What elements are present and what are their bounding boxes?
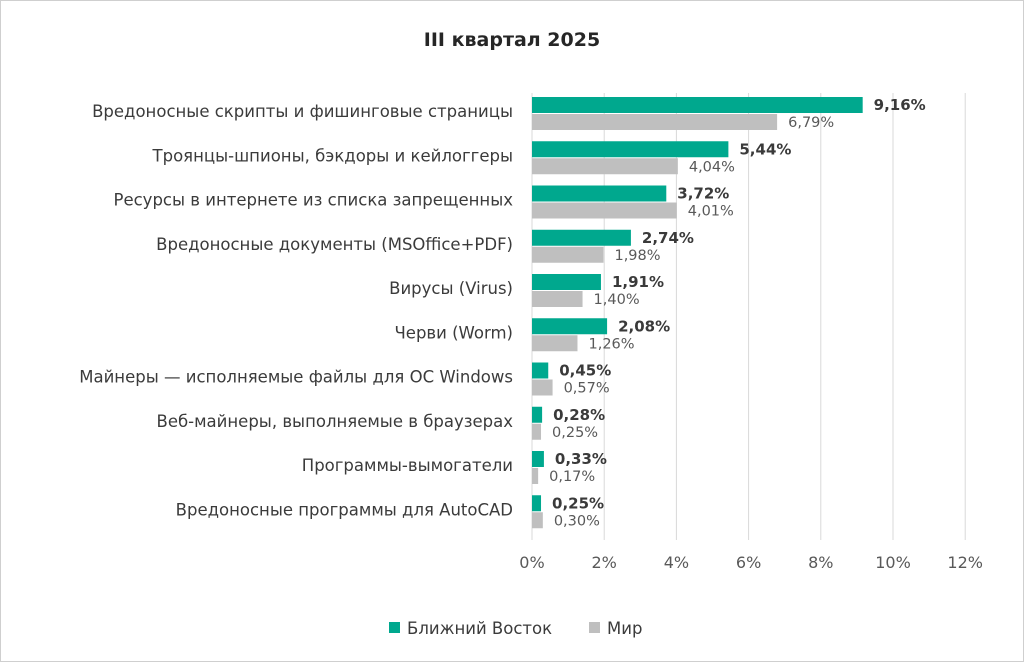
data-label-world: 1,98%	[614, 248, 660, 264]
bar-world	[532, 423, 542, 440]
category-label: Вредоносные документы (MSOffice+PDF)	[156, 235, 513, 254]
data-label-middle-east: 3,72%	[677, 185, 729, 203]
data-label-middle-east: 2,08%	[618, 317, 670, 335]
legend: Ближний Восток Мир	[389, 619, 642, 638]
bar-middle-east	[532, 318, 608, 335]
data-label-world: 1,40%	[594, 292, 640, 308]
legend-label: Мир	[607, 619, 642, 638]
x-tick-label: 10%	[875, 553, 911, 572]
x-tick-label: 2%	[592, 553, 617, 572]
bar-world	[532, 468, 539, 484]
data-label-middle-east: 9,16%	[874, 96, 926, 114]
bar-world	[532, 158, 678, 175]
x-tick-labels: 0% 2% 4% 6% 8% 10% 12%	[519, 553, 983, 572]
data-label-middle-east: 1,91%	[612, 273, 664, 291]
bar-middle-east	[532, 141, 729, 158]
x-tick-label: 4%	[664, 553, 689, 572]
category-label: Майнеры — исполняемые файлы для ОС Windo…	[79, 368, 513, 387]
data-label-middle-east: 0,45%	[559, 362, 611, 380]
category-label: Ресурсы в интернете из списка запрещенны…	[114, 191, 514, 210]
category-label: Веб-майнеры, выполняемые в браузерах	[157, 412, 514, 431]
bar-middle-east	[532, 495, 542, 512]
x-tick-label: 12%	[947, 553, 983, 572]
bar-world	[532, 512, 543, 529]
legend-label: Ближний Восток	[407, 619, 552, 638]
bar-world	[532, 246, 604, 263]
data-label-middle-east: 0,25%	[552, 494, 604, 512]
data-label-world: 4,01%	[688, 204, 734, 220]
data-label-world: 0,30%	[554, 513, 600, 529]
data-label-middle-east: 5,44%	[739, 140, 791, 158]
bar-middle-east	[532, 274, 601, 290]
bar-world	[532, 114, 778, 130]
category-label: Троянцы-шпионы, бэкдоры и кейлоггеры	[152, 146, 513, 165]
data-label-middle-east: 0,33%	[555, 450, 607, 468]
category-label: Черви (Worm)	[394, 323, 513, 342]
bar-world	[532, 379, 553, 396]
category-labels: Вредоносные скрипты и фишинговые страниц…	[79, 102, 513, 519]
chart-title: III квартал 2025	[424, 29, 600, 51]
data-label-middle-east: 0,28%	[553, 406, 605, 424]
bar-middle-east	[532, 451, 544, 467]
x-tick-label: 8%	[808, 553, 833, 572]
bar-world	[532, 291, 583, 307]
category-label: Вредоносные скрипты и фишинговые страниц…	[92, 102, 513, 121]
bar-world	[532, 202, 677, 219]
legend-swatch	[589, 622, 600, 633]
category-label: Программы-вымогатели	[302, 456, 513, 475]
legend-swatch	[389, 622, 400, 633]
bar-middle-east	[532, 229, 631, 246]
data-label-middle-east: 2,74%	[642, 229, 694, 247]
data-label-world: 4,04%	[689, 159, 735, 175]
data-label-world: 0,25%	[552, 425, 598, 441]
bars: 9,16% 6,79% 5,44%4,04% 3,72%4,01% 2,74%1,98%…	[532, 96, 926, 529]
x-tick-label: 6%	[736, 553, 761, 572]
bar-middle-east	[532, 185, 667, 202]
data-label-world: 6,79%	[788, 115, 834, 131]
bar-middle-east	[532, 406, 543, 423]
data-label-world: 0,57%	[564, 381, 610, 397]
category-label: Вредоносные программы для AutoCAD	[176, 500, 513, 519]
data-label-world: 0,17%	[549, 469, 595, 485]
x-tick-label: 0%	[519, 553, 544, 572]
data-label-world: 1,26%	[588, 336, 634, 352]
bar-world	[532, 335, 578, 352]
bar-middle-east	[532, 97, 863, 113]
category-label: Вирусы (Virus)	[389, 279, 513, 298]
bar-middle-east	[532, 362, 549, 379]
